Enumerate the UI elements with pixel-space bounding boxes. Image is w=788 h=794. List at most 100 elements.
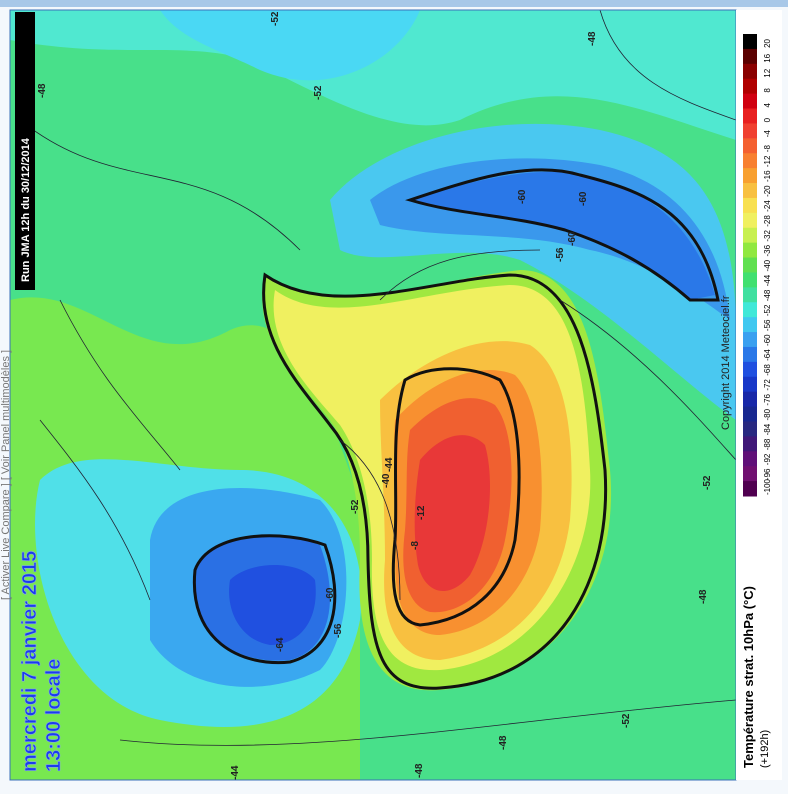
contour-label: -52 — [270, 11, 281, 26]
color-swatch — [743, 197, 757, 214]
legend-title: Température strat. 10hPa (°C) — [741, 586, 756, 768]
color-swatch — [743, 451, 757, 467]
contour-label: -52 — [621, 713, 632, 728]
legend-label: 20 — [763, 38, 772, 47]
color-swatch — [743, 332, 757, 348]
run-box — [15, 12, 35, 290]
zone-blue-sw3 — [229, 565, 316, 645]
color-swatch — [743, 287, 757, 303]
zone-cyan-2 — [160, 10, 420, 81]
legend-label: -44 — [763, 274, 772, 286]
side-links[interactable]: [ Activer Live Compare ] [ Voir Panel mu… — [0, 350, 12, 600]
lead-time: (+192h) — [759, 730, 771, 768]
color-swatch — [743, 376, 757, 393]
legend-label: 4 — [763, 103, 772, 108]
copyright: Copyright 2014 Meteociel.fr — [720, 295, 732, 430]
contour-label: -12 — [416, 505, 427, 520]
legend-label: -100 — [763, 478, 772, 495]
contour-label: -56 — [333, 623, 344, 638]
color-swatch — [743, 406, 757, 422]
contour-label: -52 — [313, 85, 324, 100]
contour-label: -64 — [275, 637, 286, 652]
legend-label: -8 — [763, 145, 772, 153]
legend-label: -40 — [763, 259, 772, 271]
contour-thick — [192, 534, 337, 665]
legend-label: -72 — [763, 379, 772, 391]
legend-label: -96 — [763, 468, 772, 480]
forecast-date: mercredi 7 janvier 2015 — [19, 551, 41, 772]
contour-label: -52 — [350, 499, 361, 514]
color-swatch — [743, 391, 757, 408]
color-swatch — [743, 317, 757, 333]
color-swatch — [743, 168, 757, 184]
legend-label: -52 — [763, 304, 772, 316]
contour-label: -48 — [37, 83, 48, 98]
contour-label: -40 — [381, 473, 392, 488]
contour-label: -8 — [410, 541, 421, 550]
legend-label: -32 — [763, 230, 772, 242]
color-swatch — [743, 436, 757, 452]
contour-thick — [262, 272, 608, 690]
color-swatch — [743, 108, 757, 124]
zone-red-2 — [414, 435, 490, 592]
map: -48-52-52-48-60 -60-60-56-52-48-52-48-48-… — [9, 9, 737, 781]
legend-label: 8 — [763, 88, 772, 93]
color-swatch — [743, 242, 757, 259]
coastline — [19, 10, 736, 746]
legend-label: 0 — [763, 117, 772, 122]
color-swatch — [743, 78, 757, 95]
contour-label: -56 — [555, 247, 566, 262]
contour-label: -48 — [414, 763, 425, 778]
color-swatch — [743, 227, 757, 244]
legend-label: -28 — [763, 215, 772, 227]
contour-label: -52 — [702, 475, 713, 490]
legend: Température strat. 10hPa (°C) (+192h) 20… — [736, 10, 782, 780]
color-swatch — [743, 302, 757, 318]
color-swatch — [743, 212, 757, 229]
legend-label: -48 — [763, 289, 772, 301]
color-swatch — [743, 346, 757, 363]
color-swatch — [743, 48, 757, 65]
legend-label: -16 — [763, 170, 772, 182]
legend-label: -80 — [763, 408, 772, 420]
color-swatch — [743, 272, 757, 288]
legend-label: -12 — [763, 155, 772, 167]
legend-label: 16 — [763, 53, 772, 62]
contour-label: -48 — [587, 31, 598, 46]
color-swatch — [743, 34, 757, 50]
contour-label: -48 — [698, 589, 709, 604]
color-swatch — [743, 183, 757, 199]
contour-label: -48 — [498, 735, 509, 750]
legend-label: -92 — [763, 453, 772, 465]
local-time: 13:00 locale — [43, 659, 65, 772]
color-swatch — [743, 361, 757, 378]
legend-label: -64 — [763, 349, 772, 361]
legend-label: -76 — [763, 393, 772, 405]
contour-label: -60 — [325, 587, 336, 602]
legend-label: -4 — [763, 130, 772, 138]
contour-thick — [405, 168, 720, 302]
color-swatch — [743, 93, 757, 110]
zone-blue-3 — [410, 171, 715, 300]
contour-label: -44 — [384, 457, 395, 472]
contour-label: -60 — [567, 231, 578, 246]
color-swatch — [743, 421, 757, 437]
color-swatch — [743, 466, 757, 482]
color-swatch — [743, 481, 757, 497]
color-swatch — [743, 123, 757, 139]
top-strip — [0, 0, 788, 7]
legend-label: -60 — [763, 334, 772, 346]
contour-label: -60 — [517, 189, 528, 204]
color-swatch — [743, 257, 757, 273]
contour-labels: -48-52-52-48-60 -60-60-56-52-48-52-48-48-… — [37, 11, 713, 780]
legend-label: -68 — [763, 364, 772, 376]
run-label: Run JMA 12h du 30/12/2014 — [20, 137, 32, 282]
legend-label: 12 — [763, 68, 772, 77]
legend-label: -24 — [763, 200, 772, 212]
color-swatch — [743, 63, 757, 80]
legend-label: -36 — [763, 244, 772, 256]
legend-label: -88 — [763, 438, 772, 450]
color-swatch — [743, 138, 757, 154]
color-swatch — [743, 153, 757, 169]
